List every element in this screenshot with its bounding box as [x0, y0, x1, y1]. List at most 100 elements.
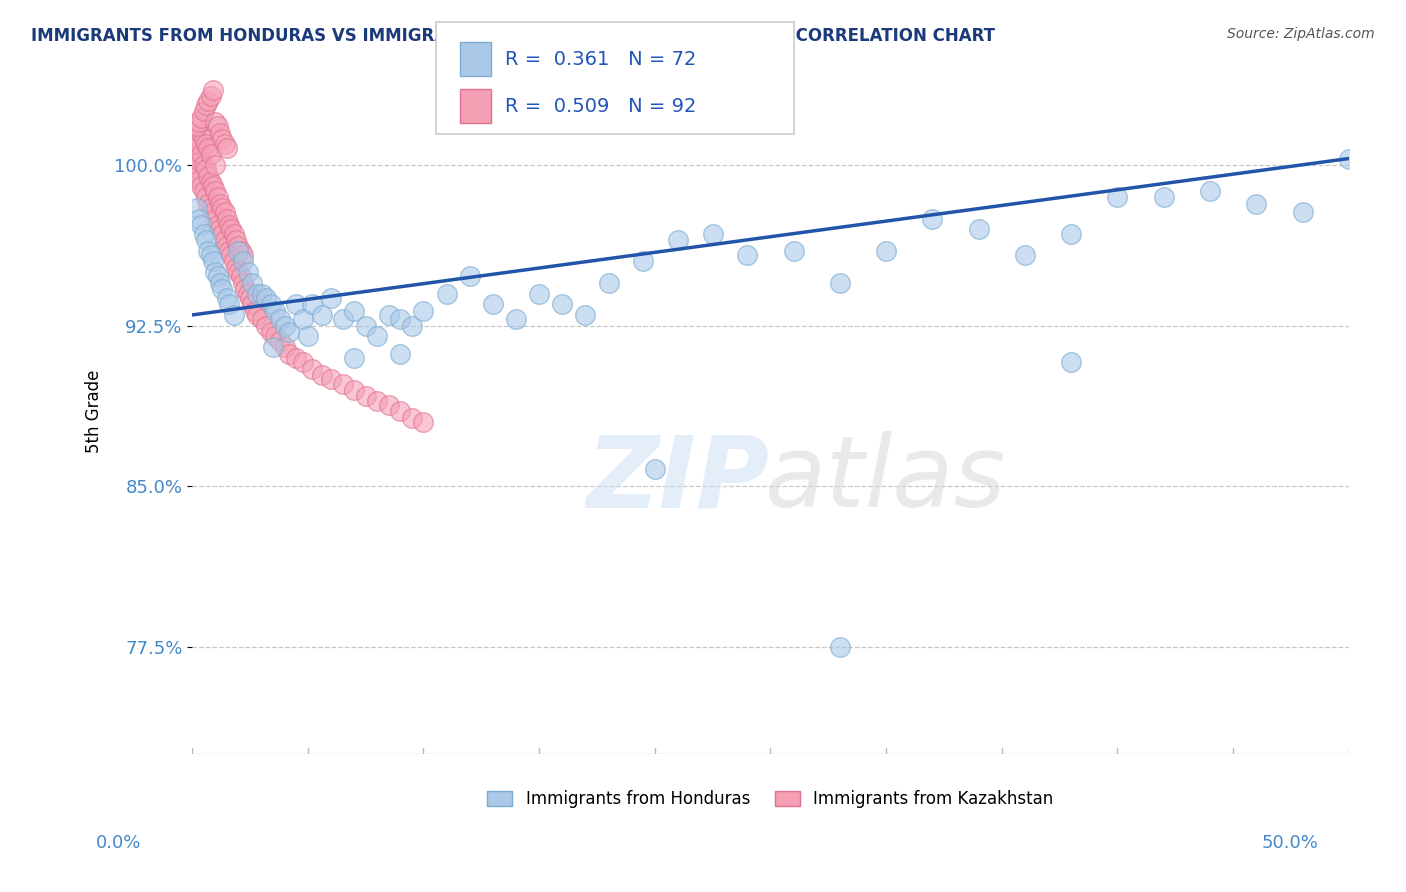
Point: [921, 211, 943, 226]
Point: [204, 265, 226, 279]
Point: [1246, 196, 1268, 211]
Y-axis label: 5th Grade: 5th Grade: [86, 369, 103, 453]
Point: [412, 303, 434, 318]
Point: [204, 211, 226, 226]
Point: [201, 179, 224, 194]
Point: [190, 218, 212, 232]
Point: [301, 297, 323, 311]
Point: [193, 132, 215, 146]
Point: [1107, 190, 1129, 204]
Point: [229, 244, 252, 258]
Point: [228, 239, 250, 253]
Point: [264, 303, 287, 318]
Point: [378, 308, 401, 322]
Point: [208, 222, 231, 236]
Point: [232, 276, 254, 290]
Point: [195, 98, 218, 112]
Point: [221, 248, 243, 262]
Point: [218, 244, 240, 258]
Point: [188, 115, 211, 129]
Point: [332, 376, 354, 391]
Point: [204, 115, 226, 129]
Point: [278, 346, 301, 360]
Point: [243, 303, 266, 318]
Point: [197, 196, 219, 211]
Text: R =  0.509   N = 92: R = 0.509 N = 92: [505, 97, 696, 116]
Point: [188, 136, 211, 151]
Point: [250, 312, 273, 326]
Point: [215, 239, 238, 253]
Point: [292, 312, 315, 326]
Point: [482, 297, 505, 311]
Text: IMMIGRANTS FROM HONDURAS VS IMMIGRANTS FROM KAZAKHSTAN 5TH GRADE CORRELATION CHA: IMMIGRANTS FROM HONDURAS VS IMMIGRANTS F…: [31, 27, 995, 45]
Point: [366, 393, 388, 408]
Point: [221, 222, 243, 236]
Point: [401, 410, 423, 425]
Point: [190, 111, 212, 125]
Point: [229, 269, 252, 284]
Point: [436, 286, 458, 301]
Point: [366, 329, 388, 343]
Point: [215, 211, 238, 226]
Point: [702, 227, 724, 241]
Point: [343, 303, 366, 318]
Point: [292, 355, 315, 369]
Point: [967, 222, 990, 236]
Point: [828, 640, 851, 654]
Point: [285, 297, 308, 311]
Point: [389, 346, 412, 360]
Point: [269, 334, 291, 348]
Point: [319, 291, 342, 305]
Point: [200, 175, 222, 189]
Point: [233, 282, 256, 296]
Point: [193, 227, 215, 241]
Point: [250, 286, 273, 301]
Point: [222, 227, 245, 241]
Point: [193, 158, 215, 172]
Point: [301, 361, 323, 376]
Point: [264, 329, 287, 343]
Point: [211, 282, 233, 296]
Point: [236, 265, 259, 279]
Point: [1337, 152, 1360, 166]
Point: [186, 141, 208, 155]
Point: [285, 351, 308, 365]
Point: [211, 132, 233, 146]
Point: [186, 132, 208, 146]
Point: [343, 351, 366, 365]
Point: [228, 244, 250, 258]
Point: [260, 325, 283, 339]
Point: [354, 389, 377, 403]
Point: [195, 190, 218, 204]
Point: [195, 233, 218, 247]
Point: [211, 227, 233, 241]
Point: [260, 297, 283, 311]
Point: [190, 147, 212, 161]
Point: [200, 89, 222, 103]
Point: [218, 297, 240, 311]
Point: [598, 276, 620, 290]
Point: [190, 126, 212, 140]
Point: [214, 205, 236, 219]
Text: ZIP: ZIP: [586, 432, 769, 528]
Point: [574, 308, 596, 322]
Point: [183, 169, 205, 183]
Point: [200, 147, 222, 161]
Point: [319, 372, 342, 386]
Point: [458, 269, 481, 284]
Point: [186, 201, 208, 215]
Point: [190, 179, 212, 194]
Text: R =  0.361   N = 72: R = 0.361 N = 72: [505, 50, 696, 69]
Point: [222, 254, 245, 268]
Point: [215, 141, 238, 155]
Point: [311, 368, 333, 382]
Point: [1291, 205, 1313, 219]
Point: [208, 126, 231, 140]
Point: [401, 318, 423, 333]
Point: [343, 383, 366, 397]
Text: atlas: atlas: [765, 432, 1007, 528]
Point: [1060, 227, 1083, 241]
Point: [389, 312, 412, 326]
Point: [828, 276, 851, 290]
Point: [273, 340, 295, 354]
